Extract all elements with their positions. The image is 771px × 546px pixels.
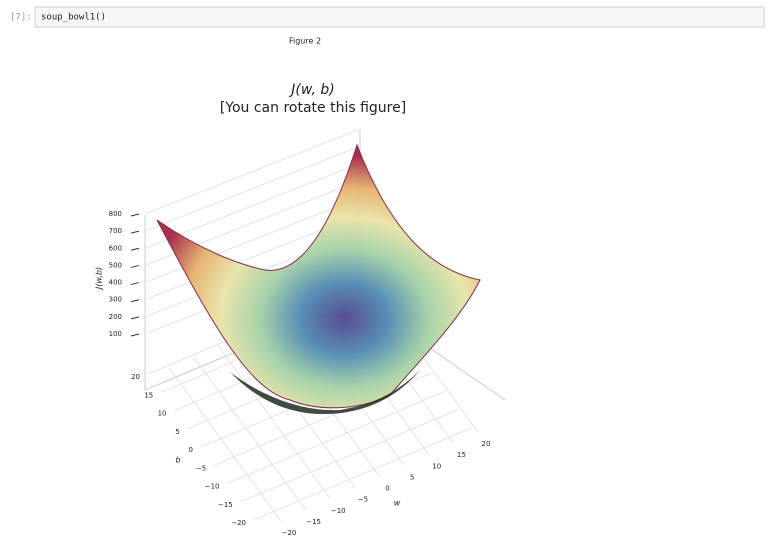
z-tick-mark [130,213,140,217]
x-tick-label: −15 [306,518,321,526]
z-tick-mark [130,316,140,320]
z-tick-mark [130,230,140,234]
y-tick-label: 15 [144,391,153,399]
z-tick-label: 200 [109,313,122,321]
grid-line [144,197,361,283]
x-tick-label: 5 [410,473,414,481]
figure-label: Figure 2 [289,37,321,46]
z-tick-mark [130,247,140,251]
y-tick-label: −15 [218,501,233,509]
chart-subtitle: [You can rotate this figure] [220,100,406,116]
x-tick-label: 15 [457,451,466,459]
x-tick-label: 20 [482,440,491,448]
z-tick-mark [130,299,140,303]
y-tick-label: −5 [196,464,206,472]
grid-line [227,391,445,484]
z-tick-mark [130,333,140,337]
code-cell[interactable] [34,6,765,28]
x-axis-label: w [394,499,401,508]
y-tick-label: −20 [231,519,246,527]
z-tick-label: 300 [109,296,122,304]
x-tick-label: −5 [358,496,368,504]
z-tick-mark [130,282,140,286]
grid-line [144,162,361,249]
grid-line [217,345,331,499]
y-tick-label: −10 [205,483,220,491]
z-tick-label: 100 [109,330,122,338]
x-tick-label: 0 [385,485,389,493]
y-tick-label: 0 [189,446,193,454]
cell-prompt: [7]: [10,13,32,23]
x-tick-label: −20 [282,529,297,537]
grid-line [253,427,472,521]
grid-line [144,128,361,215]
z-tick-label: 400 [109,279,122,287]
z-tick-label: 800 [109,210,122,218]
x-tick-label: −10 [331,507,346,515]
y-tick-label: 5 [175,428,179,436]
y-tick-label: 10 [158,410,167,418]
z-tick-label: 500 [109,261,122,269]
grid-line [193,356,306,511]
cost-surface [156,143,481,409]
chart-title: J(w, b) [288,82,334,98]
y-tick-label: 20 [131,373,140,381]
z-tick-label: 600 [109,244,122,252]
x-tick-label: 10 [432,462,441,470]
grid-line [144,145,361,232]
y-axis-label: b [175,456,180,465]
surface-bottom-edge [230,370,420,415]
z-tick-label: 700 [109,227,122,235]
code-text: soup_bowl1() [41,13,106,23]
grid-line [240,409,458,503]
z-tick-mark [130,264,140,268]
z-axis-label: J(w,b) [95,267,104,291]
grid-line [168,367,282,522]
